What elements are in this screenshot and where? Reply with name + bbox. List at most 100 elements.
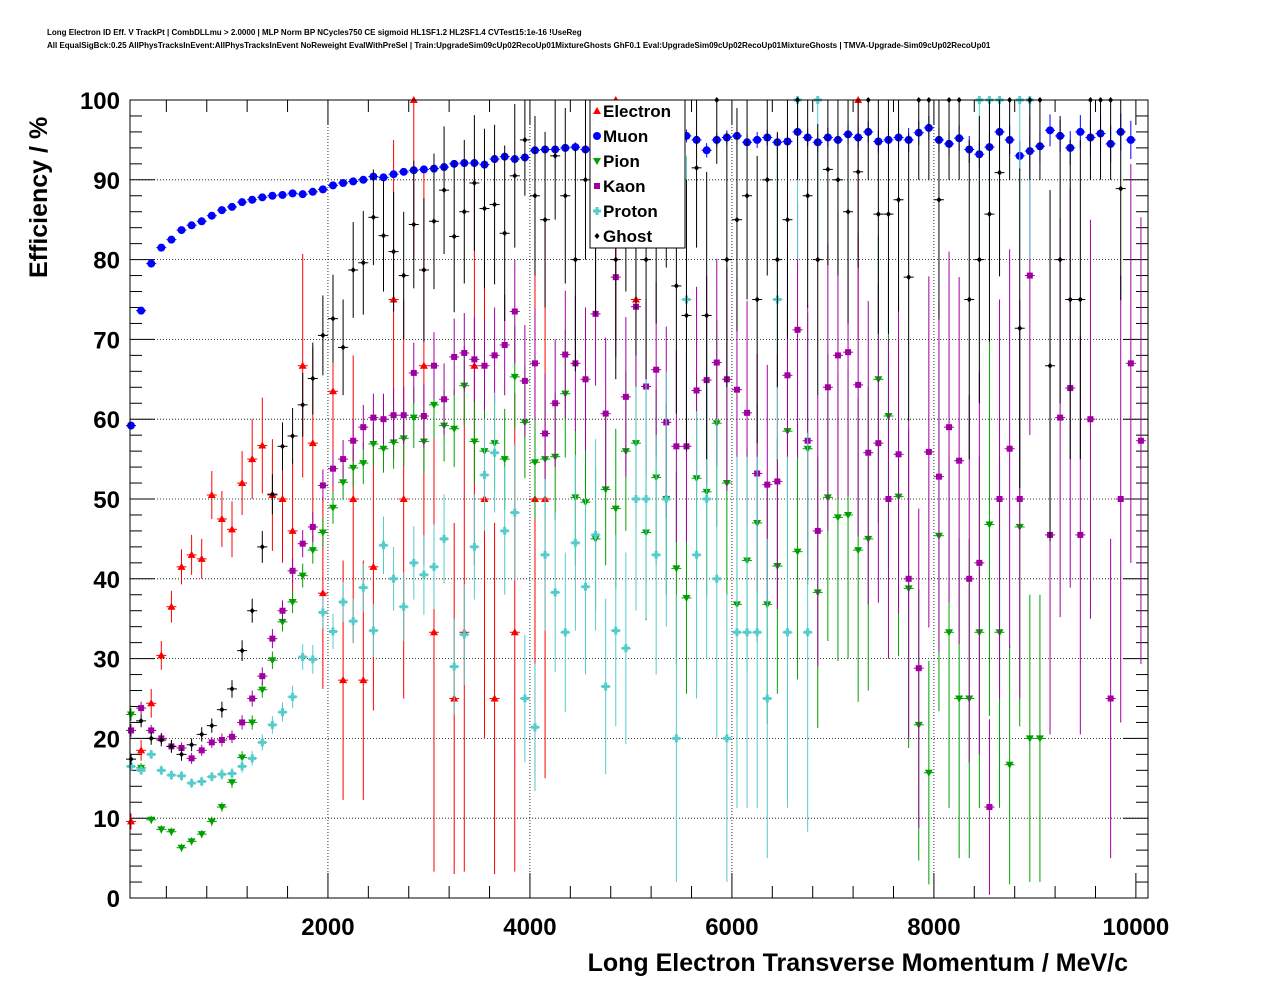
data-point <box>187 550 196 558</box>
data-point <box>572 256 578 263</box>
data-point <box>389 574 398 583</box>
data-point <box>753 628 762 637</box>
data-point <box>329 465 336 472</box>
data-point <box>451 353 458 360</box>
data-point <box>1035 735 1044 743</box>
data-point <box>379 173 388 182</box>
data-point <box>259 543 265 550</box>
data-point <box>510 373 519 381</box>
x-tick-label: 2000 <box>301 914 354 941</box>
data-point <box>401 272 407 279</box>
data-point <box>157 651 166 659</box>
data-point <box>733 386 740 393</box>
data-point <box>419 361 428 369</box>
data-point <box>167 602 176 610</box>
data-point <box>521 377 528 384</box>
legend-label-pion: Pion <box>603 152 640 171</box>
data-point <box>429 401 438 409</box>
data-point <box>369 562 378 570</box>
data-point <box>845 208 851 215</box>
data-point <box>672 734 681 743</box>
data-point <box>298 653 307 662</box>
data-point <box>1067 296 1073 303</box>
data-point <box>1057 256 1063 263</box>
data-point <box>209 722 215 729</box>
legend-box <box>589 99 686 249</box>
data-point <box>1057 414 1064 421</box>
data-point <box>411 221 417 228</box>
data-point <box>906 274 912 281</box>
data-point <box>328 181 337 190</box>
data-point <box>815 256 821 263</box>
data-point <box>391 248 397 255</box>
data-point <box>783 628 792 637</box>
data-point <box>825 166 831 173</box>
data-point <box>318 529 327 537</box>
data-point <box>481 362 488 369</box>
data-point <box>996 496 1003 502</box>
legend-marker-kaon <box>594 183 600 189</box>
data-point <box>794 326 801 333</box>
data-point <box>248 195 257 204</box>
data-point <box>187 221 196 230</box>
data-point <box>441 187 447 194</box>
data-point <box>258 441 267 449</box>
data-point <box>390 412 397 419</box>
data-point <box>268 191 277 200</box>
data-point <box>288 692 297 701</box>
legend-label-ghost: Ghost <box>603 227 652 246</box>
data-point <box>208 739 215 746</box>
data-point <box>662 495 671 503</box>
data-point <box>702 495 711 503</box>
data-point <box>278 618 287 626</box>
data-point <box>803 628 812 637</box>
data-point <box>1047 362 1053 369</box>
data-point <box>561 628 570 637</box>
data-point <box>764 176 770 183</box>
data-point <box>885 211 891 218</box>
data-point <box>370 414 377 421</box>
data-point <box>754 296 760 303</box>
data-point <box>289 567 296 574</box>
data-point <box>955 695 964 703</box>
x-tick-label: 4000 <box>503 914 556 941</box>
data-point <box>350 437 357 444</box>
data-point <box>350 266 356 273</box>
data-point <box>309 523 316 530</box>
data-point <box>732 628 741 637</box>
data-point <box>389 439 398 447</box>
data-point <box>349 177 358 186</box>
data-point <box>1137 437 1144 444</box>
data-point <box>512 172 518 179</box>
data-point <box>420 413 427 420</box>
data-point <box>179 751 185 758</box>
data-point <box>490 448 499 457</box>
data-point <box>692 550 701 559</box>
data-point <box>187 779 196 788</box>
data-point <box>429 628 438 636</box>
data-point <box>308 187 317 196</box>
data-point <box>328 387 337 395</box>
data-point <box>128 756 134 763</box>
data-point <box>642 495 651 503</box>
y-tick-label: 80 <box>93 248 120 275</box>
data-point <box>510 508 519 517</box>
legend: Electron Muon Pion Kaon Proton Ghost <box>589 99 686 249</box>
data-point <box>228 525 237 533</box>
data-point <box>349 617 358 626</box>
data-point <box>138 717 144 724</box>
data-point <box>147 259 156 268</box>
data-marks <box>126 96 1146 895</box>
data-point <box>581 582 590 591</box>
data-point <box>400 412 407 419</box>
data-point <box>470 438 479 446</box>
data-point <box>552 400 559 407</box>
data-point <box>410 369 417 376</box>
data-point <box>238 479 247 487</box>
data-point <box>339 178 348 187</box>
data-point <box>319 482 326 489</box>
data-point <box>167 235 176 244</box>
data-point <box>268 720 277 729</box>
legend-label-kaon: Kaon <box>603 177 646 196</box>
